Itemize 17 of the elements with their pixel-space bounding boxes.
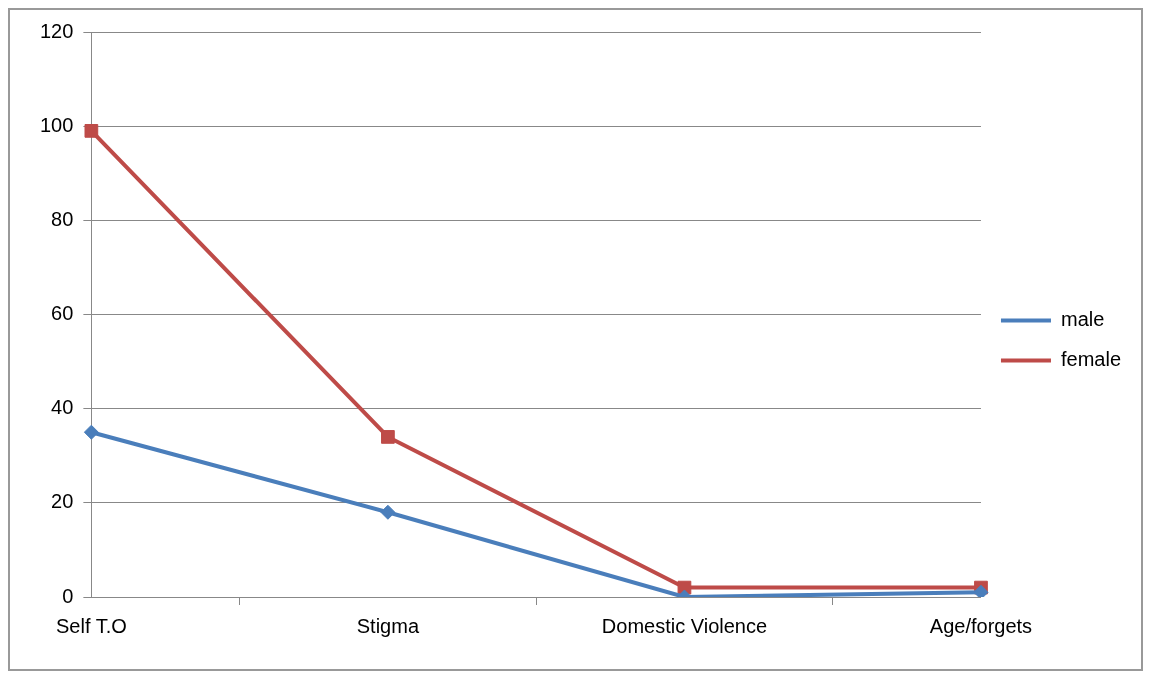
x-tick-label: Self T.O — [55, 614, 127, 637]
x-tick-label: Stigma — [356, 614, 420, 637]
y-tick-label: 20 — [51, 490, 74, 513]
legend-label: male — [1060, 308, 1105, 331]
legend-label: female — [1060, 348, 1121, 371]
point — [83, 424, 99, 440]
x-tick-label: Age/forgets — [929, 614, 1033, 637]
x-tick-label: Domestic Violence — [601, 614, 768, 637]
point — [380, 504, 396, 520]
y-tick-label: 0 — [62, 584, 74, 607]
y-tick-label: 80 — [51, 207, 74, 230]
y-tick-label: 100 — [39, 113, 74, 136]
y-tick-label: 40 — [51, 396, 74, 419]
y-tick-label: 120 — [39, 19, 74, 42]
point — [973, 584, 989, 597]
point — [381, 430, 395, 444]
y-tick-label: 60 — [51, 302, 74, 325]
